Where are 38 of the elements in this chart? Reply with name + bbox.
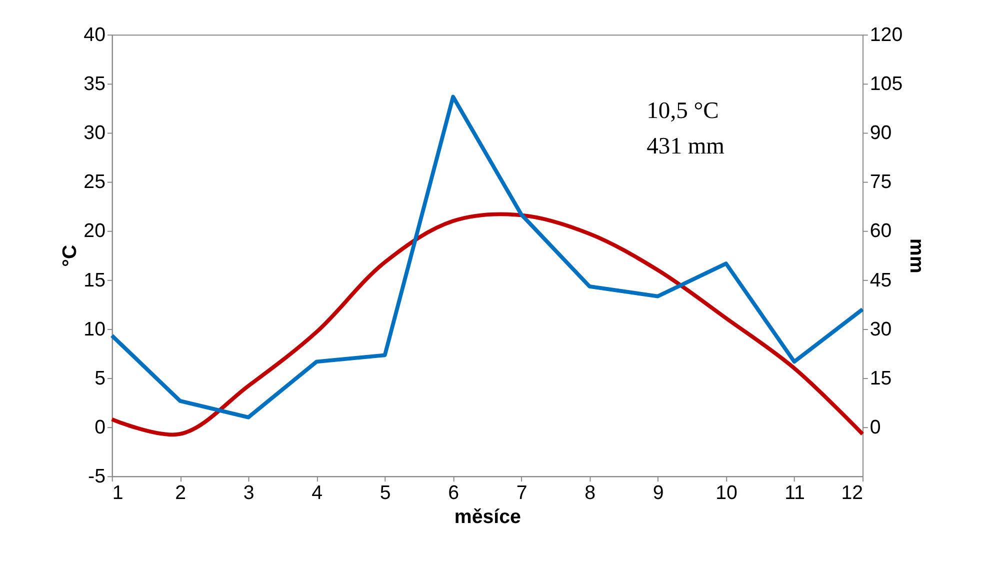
x-tick-label: 9	[652, 482, 664, 504]
x-tick-label: 1	[112, 482, 124, 504]
x-tick-label: 3	[243, 482, 254, 504]
x-tick-label: 11	[784, 482, 805, 504]
y-tick-label: 25	[84, 171, 106, 194]
line-series	[110, 94, 864, 420]
x-tick-label: 10	[716, 482, 738, 504]
x-tick-label: 6	[448, 482, 460, 504]
y-tick-label: 20	[84, 220, 106, 242]
y-tick-label: 15	[84, 269, 106, 292]
x-axis-title: měsíce	[454, 506, 522, 528]
x-tick-label: 12	[841, 482, 864, 504]
annotation: 431 mm	[646, 133, 724, 160]
x-tick-label: 8	[584, 482, 596, 504]
y-tick-label: -5	[88, 466, 106, 488]
y2-tick-label: 60	[870, 220, 892, 242]
y2-tick-label: 0	[870, 416, 881, 438]
y2-tick-label: 120	[870, 24, 903, 46]
y2-axis-title: mm	[905, 238, 928, 274]
y-tick-label: 30	[84, 122, 106, 144]
y-tick-label: 5	[94, 367, 106, 390]
y2-tick-label: 45	[870, 269, 892, 292]
x-tick-label: 2	[175, 482, 186, 504]
y2-tick-label: 15	[870, 367, 892, 390]
y-tick-label: 40	[84, 24, 106, 46]
y2-tick-label: 105	[870, 73, 903, 96]
line-series	[110, 212, 864, 436]
y-tick-label: 0	[94, 416, 106, 438]
x-tick-label: 5	[380, 482, 391, 504]
annotation: 10,5 °C	[646, 98, 719, 124]
x-tick-label: 4	[312, 482, 323, 504]
y-tick-label: 35	[84, 73, 106, 96]
y-axis-title: °C	[58, 244, 81, 267]
y-tick-label: 10	[84, 318, 106, 340]
x-tick-label: 7	[516, 482, 528, 504]
y2-tick-label: 90	[870, 122, 892, 144]
y2-tick-label: 30	[870, 318, 892, 340]
y2-tick-label: 75	[870, 171, 892, 194]
